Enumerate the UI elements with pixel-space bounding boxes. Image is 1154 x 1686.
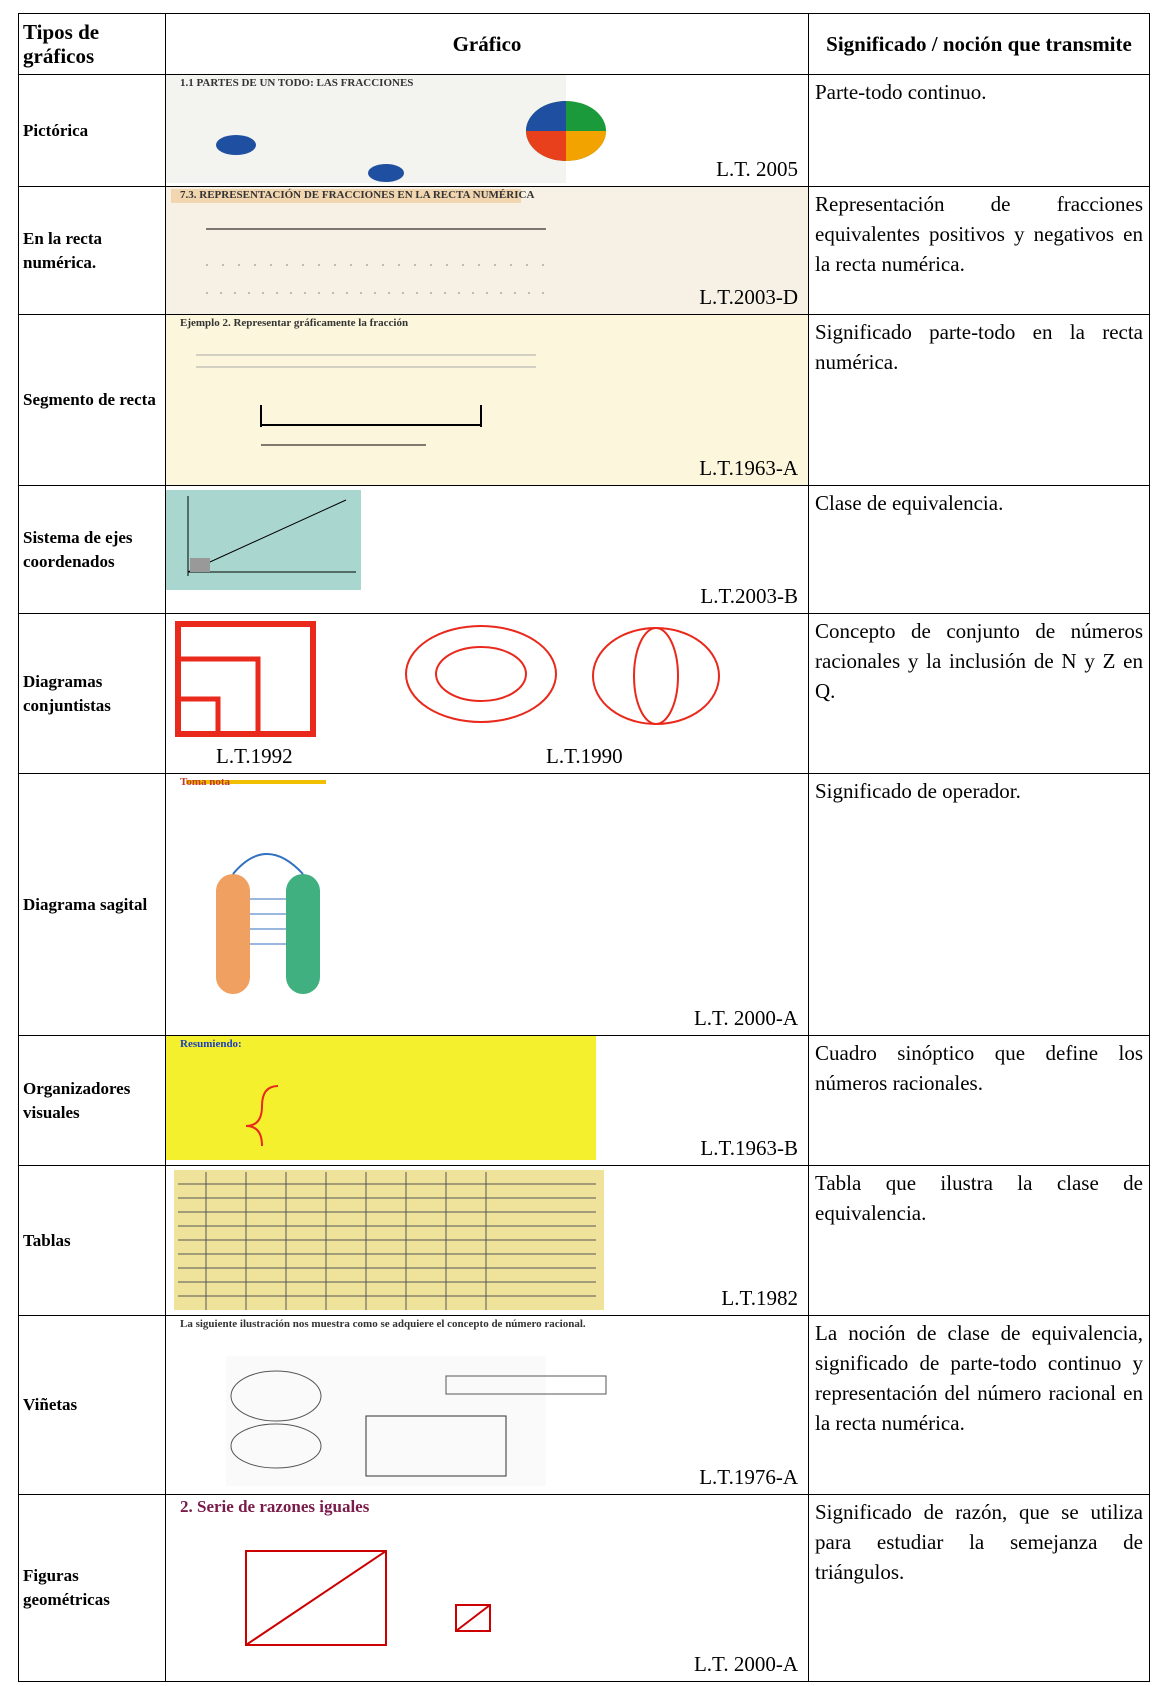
meaning-cell: Significado de operador. bbox=[808, 773, 1150, 1036]
graphic bbox=[245, 1550, 491, 1646]
meaning-cell: Cuadro sinóptico que define los números … bbox=[808, 1035, 1150, 1166]
graphic-text: 1.1 PARTES DE UN TODO: LAS FRACCIONES bbox=[180, 77, 414, 89]
table-row: Sistema de ejes coordenados L.T.2003-B Cla… bbox=[18, 485, 1150, 614]
meaning-cell: Parte-todo continuo. bbox=[808, 74, 1150, 187]
source-label: L.T.1963-B bbox=[700, 1136, 798, 1160]
graphic bbox=[166, 490, 361, 590]
graphic-text: Toma nota bbox=[180, 776, 231, 788]
header-row: Tipos de gráficos Gráfico Significado / … bbox=[18, 13, 1150, 75]
table-row: Diagrama sagital Toma nota L.T. 2000-A Sign… bbox=[18, 773, 1150, 1036]
source-label: L.T.1963-A bbox=[699, 456, 798, 480]
table-body: Pictórica 1.1 PARTES DE UN TODO: LAS FRAC… bbox=[18, 74, 1150, 1682]
graphic bbox=[166, 1036, 596, 1160]
meaning-cell: Clase de equivalencia. bbox=[808, 485, 1150, 614]
table-row: Diagramas conjuntistas L.T.1992 L.T.1990 Co… bbox=[18, 613, 1150, 774]
header-cell: Significado / noción que transmite bbox=[808, 13, 1150, 75]
header-cell: Gráfico bbox=[165, 13, 809, 75]
type-cell: En la recta numérica. bbox=[18, 186, 166, 315]
graphic-cell: La siguiente ilustración nos muestra com… bbox=[165, 1315, 809, 1495]
meaning-cell: Significado de razón, que se utiliza par… bbox=[808, 1494, 1150, 1682]
meaning-cell: Representación de fracciones equivalente… bbox=[808, 186, 1150, 315]
graphic-cell: L.T.1992 L.T.1990 bbox=[165, 613, 809, 774]
graphic bbox=[171, 189, 546, 294]
table: Tipos de gráficos Gráfico Significado / … bbox=[18, 13, 1150, 1682]
type-cell: Viñetas bbox=[18, 1315, 166, 1495]
header-cell: Tipos de gráficos bbox=[18, 13, 166, 75]
type-cell: Organizadores visuales bbox=[18, 1035, 166, 1166]
graphic-text: La siguiente ilustración nos muestra com… bbox=[180, 1318, 586, 1330]
source-label: L.T.1976-A bbox=[699, 1465, 798, 1489]
source-label: L.T. 2000-A bbox=[693, 1652, 798, 1676]
source-label: L.T.1992 bbox=[216, 744, 293, 768]
table-row: Organizadores visuales Resumiendo: L.T.196… bbox=[18, 1035, 1150, 1166]
source-label: L.T. 2000-A bbox=[693, 1006, 798, 1030]
type-cell: Tablas bbox=[18, 1165, 166, 1316]
source-label: L.T. 2005 bbox=[716, 157, 798, 181]
graphic bbox=[186, 780, 326, 994]
type-cell: Diagrama sagital bbox=[18, 773, 166, 1036]
graphic-text: Resumiendo: bbox=[180, 1038, 242, 1050]
graphic-cell: Resumiendo: L.T.1963-B bbox=[165, 1035, 809, 1166]
table-row: En la recta numérica. 7.3. REPRESENTACIÓN… bbox=[18, 186, 1150, 315]
graphic-text: 2. Serie de razones iguales bbox=[180, 1497, 370, 1516]
meaning-cell: Significado parte-todo en la recta numér… bbox=[808, 314, 1150, 486]
source-label: L.T.2003-D bbox=[699, 285, 798, 309]
type-cell: Sistema de ejes coordenados bbox=[18, 485, 166, 614]
table-row: Viñetas La siguiente ilustración nos mues… bbox=[18, 1315, 1150, 1495]
graphic-text: Ejemplo 2. Representar gráficamente la f… bbox=[180, 317, 409, 329]
graphic bbox=[196, 354, 536, 446]
graphic bbox=[175, 621, 720, 737]
graphic-text: 7.3. REPRESENTACIÓN DE FRACCIONES EN LA … bbox=[180, 189, 535, 201]
type-cell: Segmento de recta bbox=[18, 314, 166, 486]
graphic-cell: L.T.1982 bbox=[165, 1165, 809, 1316]
meaning-cell: La noción de clase de equivalencia, sign… bbox=[808, 1315, 1150, 1495]
type-cell: Diagramas conjuntistas bbox=[18, 613, 166, 774]
graphic bbox=[226, 1356, 607, 1486]
type-cell: Pictórica bbox=[18, 74, 166, 187]
meaning-cell: Tabla que ilustra la clase de equivalenc… bbox=[808, 1165, 1150, 1316]
table-row: Segmento de recta Ejemplo 2. Representar … bbox=[18, 314, 1150, 486]
graphic-cell: L.T.2003-B bbox=[165, 485, 809, 614]
table-row: Pictórica 1.1 PARTES DE UN TODO: LAS FRAC… bbox=[18, 74, 1150, 187]
graphic-cell: 1.1 PARTES DE UN TODO: LAS FRACCIONES L.T… bbox=[165, 74, 809, 187]
graphic bbox=[174, 1170, 604, 1310]
graphic-cell: 7.3. REPRESENTACIÓN DE FRACCIONES EN LA … bbox=[165, 186, 809, 315]
meaning-cell: Concepto de conjunto de números racional… bbox=[808, 613, 1150, 774]
source-label: L.T.1982 bbox=[721, 1286, 798, 1310]
table-row: Figuras geométricas 2. Serie de razones i… bbox=[18, 1494, 1150, 1682]
graphic-cell: 2. Serie de razones iguales L.T. 2000-A bbox=[165, 1494, 809, 1682]
graphic bbox=[166, 75, 606, 183]
table-row: Tablas L.T.1982 Tabla que ilustra la clase… bbox=[18, 1165, 1150, 1316]
type-cell: Figuras geométricas bbox=[18, 1494, 166, 1682]
graphic-cell: Toma nota L.T. 2000-A bbox=[165, 773, 809, 1036]
source-label: L.T.2003-B bbox=[700, 584, 798, 608]
graphic-cell: Ejemplo 2. Representar gráficamente la f… bbox=[165, 314, 809, 486]
source-label: L.T.1990 bbox=[546, 744, 623, 768]
